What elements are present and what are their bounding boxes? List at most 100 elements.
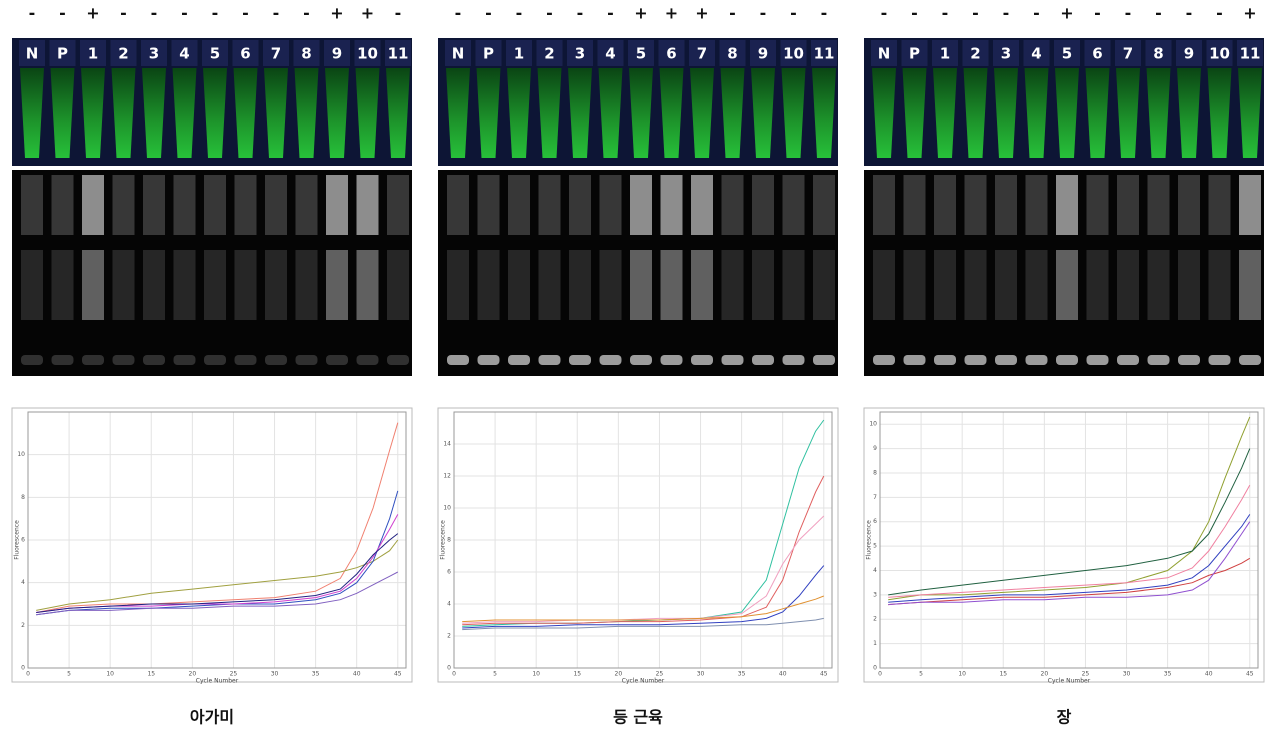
sign: - — [516, 4, 523, 23]
tube-cap — [19, 40, 45, 66]
tube-cap — [80, 40, 106, 66]
gel-band — [51, 355, 74, 365]
gel-band — [1239, 355, 1261, 365]
gel-band — [660, 355, 683, 365]
tube-cap — [780, 40, 807, 66]
x-tick-label: 40 — [779, 671, 787, 678]
gel-lane — [1147, 175, 1170, 235]
gel-band — [295, 355, 318, 365]
lane-label: 9 — [332, 45, 342, 63]
gel-lane — [326, 175, 348, 235]
tube — [1177, 68, 1201, 158]
gel-lane — [934, 175, 956, 235]
sign: + — [330, 4, 343, 23]
gel-band — [356, 355, 379, 365]
curve — [462, 565, 825, 629]
lane-label: 9 — [1184, 45, 1194, 63]
y-tick-label: 3 — [873, 591, 877, 598]
y-tick-label: 10 — [17, 451, 25, 458]
tube-cap — [871, 40, 897, 66]
tube — [325, 68, 349, 158]
gel-lane — [143, 175, 165, 235]
lane-label: 3 — [575, 45, 585, 63]
tube-cap — [1145, 40, 1172, 66]
sign: + — [1243, 4, 1256, 23]
tube — [751, 68, 775, 158]
sign: - — [911, 4, 918, 23]
tube — [659, 68, 684, 158]
chart-frame — [437, 407, 839, 683]
gel-band — [204, 355, 226, 365]
y-tick-label: 12 — [443, 473, 451, 480]
tube — [568, 68, 592, 158]
lane-label: N — [26, 45, 39, 63]
tube-cap — [1084, 40, 1111, 66]
tube — [1238, 68, 1262, 158]
gel-band — [508, 355, 530, 365]
lane-label: 5 — [636, 45, 646, 63]
tube — [81, 68, 105, 158]
sign: - — [242, 4, 249, 23]
gel-lane — [1025, 250, 1048, 320]
lane-label: P — [909, 45, 920, 63]
gel-lane — [813, 250, 835, 320]
gel-lane — [691, 175, 713, 235]
x-tick-label: 25 — [1082, 671, 1090, 678]
y-tick-label: 14 — [443, 441, 451, 448]
gel-lane — [873, 175, 895, 235]
plot-area — [879, 411, 1259, 669]
sign: - — [790, 4, 797, 23]
gel-band — [903, 355, 926, 365]
sign: - — [1094, 4, 1101, 23]
x-tick-label: 5 — [493, 671, 497, 678]
tube-cap — [901, 40, 928, 66]
tube-cap — [475, 40, 502, 66]
gel-band — [599, 355, 622, 365]
gel-band — [477, 355, 500, 365]
tube — [355, 68, 380, 158]
sign: - — [59, 4, 66, 23]
sign: - — [1125, 4, 1132, 23]
tube — [1146, 68, 1171, 158]
y-tick-label: 2 — [21, 622, 25, 629]
curve — [462, 617, 824, 631]
gel-band — [630, 355, 652, 365]
tube — [172, 68, 197, 158]
gel-band — [1178, 355, 1200, 365]
gel-lane — [813, 175, 835, 235]
chart-frame — [11, 407, 413, 683]
gel-band — [721, 355, 744, 365]
gel-band — [265, 355, 287, 365]
gel-lane — [630, 175, 652, 235]
tube — [963, 68, 988, 158]
tube-cap — [932, 40, 958, 66]
gel-lane — [82, 250, 104, 320]
curve — [888, 484, 1251, 598]
lane-label: 1 — [514, 45, 524, 63]
x-tick-label: 45 — [820, 671, 828, 678]
tube-cap — [110, 40, 137, 66]
gel-lane — [782, 250, 805, 320]
gel-lane — [538, 250, 561, 320]
tube-cap — [750, 40, 776, 66]
tube-cap — [171, 40, 198, 66]
gel-band — [1025, 355, 1048, 365]
lane-label: 4 — [605, 45, 615, 63]
tube — [1116, 68, 1140, 158]
sign: - — [485, 4, 492, 23]
gel-lane — [295, 175, 318, 235]
lane-label: 4 — [1031, 45, 1041, 63]
tube-cap — [628, 40, 654, 66]
gel-band — [538, 355, 561, 365]
lane-label: 7 — [271, 45, 281, 63]
sign: + — [361, 4, 374, 23]
sign: - — [29, 4, 36, 23]
gel-lane — [569, 175, 591, 235]
gel-lane — [143, 250, 165, 320]
tube — [1055, 68, 1079, 158]
curve — [36, 490, 399, 616]
y-tick-label: 6 — [447, 569, 451, 576]
lane-label: 9 — [758, 45, 768, 63]
tube — [142, 68, 166, 158]
gel-lane — [51, 175, 74, 235]
